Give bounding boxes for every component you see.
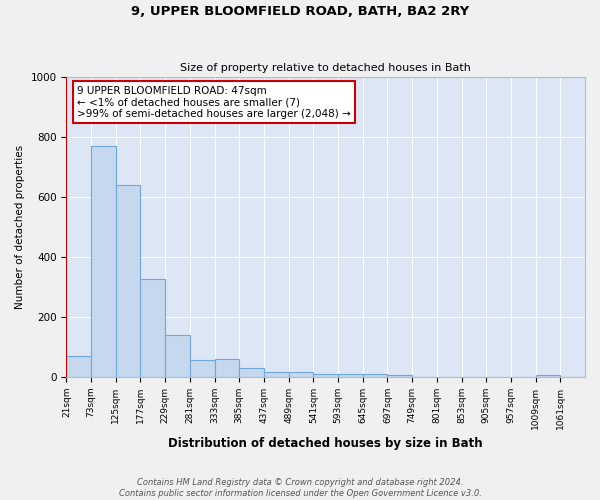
Bar <box>91 146 116 377</box>
Text: 9, UPPER BLOOMFIELD ROAD, BATH, BA2 2RY: 9, UPPER BLOOMFIELD ROAD, BATH, BA2 2RY <box>131 5 469 18</box>
Bar <box>388 376 412 377</box>
Bar <box>264 372 289 377</box>
Bar <box>190 360 215 377</box>
Bar <box>239 368 264 377</box>
X-axis label: Distribution of detached houses by size in Bath: Distribution of detached houses by size … <box>169 437 483 450</box>
Bar <box>116 184 140 377</box>
Text: Contains HM Land Registry data © Crown copyright and database right 2024.
Contai: Contains HM Land Registry data © Crown c… <box>119 478 481 498</box>
Bar <box>536 376 560 377</box>
Y-axis label: Number of detached properties: Number of detached properties <box>15 144 25 308</box>
Title: Size of property relative to detached houses in Bath: Size of property relative to detached ho… <box>180 63 471 73</box>
Bar <box>313 374 338 377</box>
Bar <box>165 335 190 377</box>
Bar <box>140 279 165 377</box>
Text: 9 UPPER BLOOMFIELD ROAD: 47sqm
← <1% of detached houses are smaller (7)
>99% of : 9 UPPER BLOOMFIELD ROAD: 47sqm ← <1% of … <box>77 86 350 119</box>
Bar <box>363 374 388 377</box>
Bar <box>338 374 363 377</box>
Bar <box>289 372 313 377</box>
Bar <box>215 359 239 377</box>
Bar <box>67 356 91 377</box>
